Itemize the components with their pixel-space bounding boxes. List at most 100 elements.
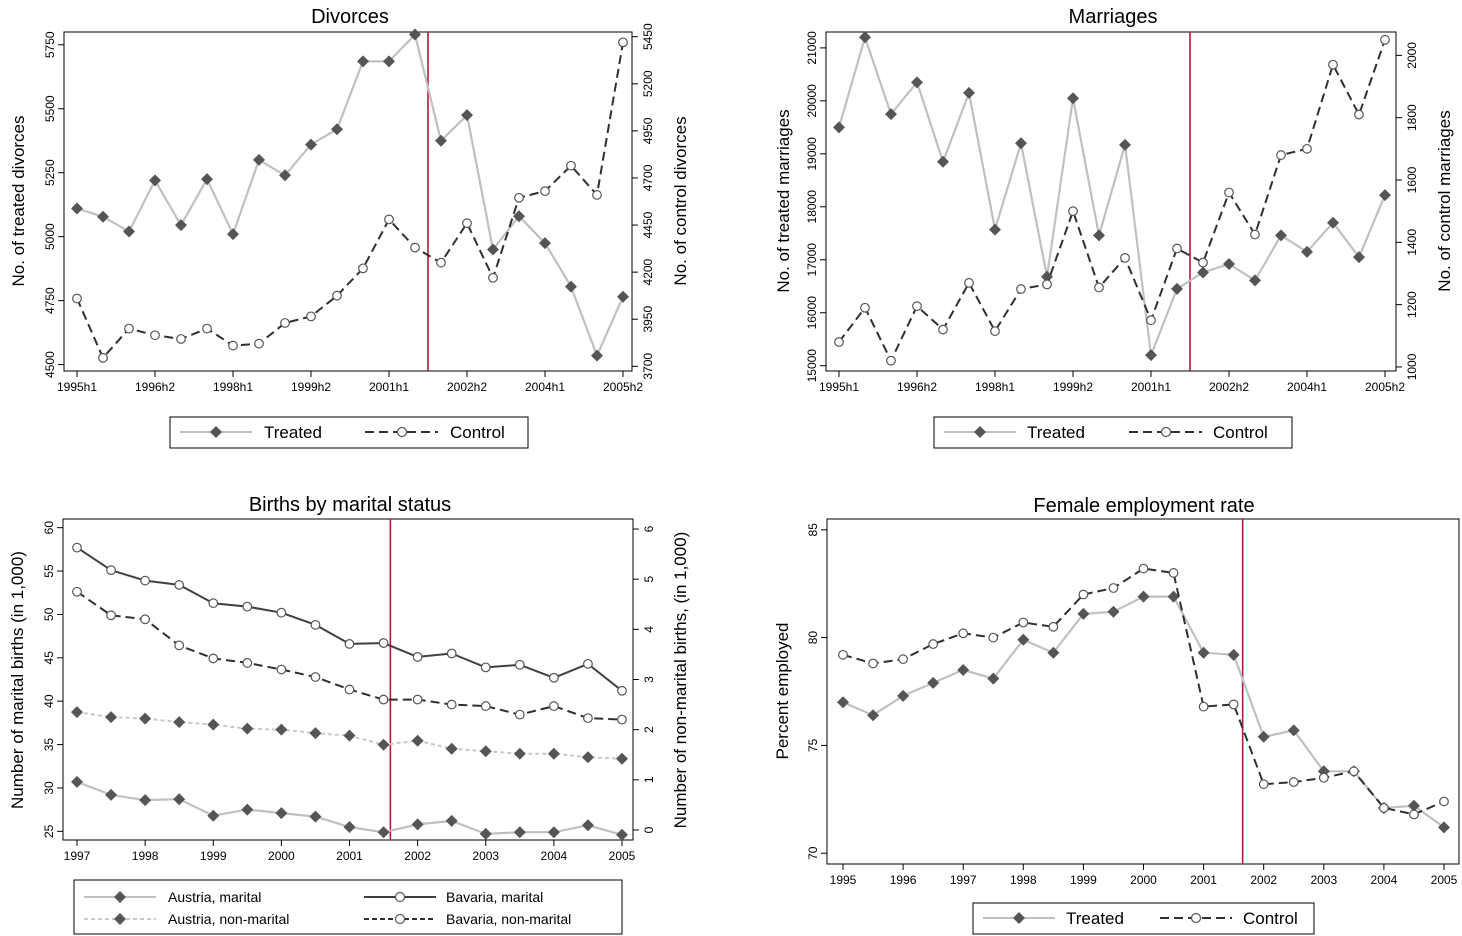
y2-tick-label: 6 xyxy=(642,525,656,532)
x-tick-label: 1998 xyxy=(132,849,159,863)
data-point xyxy=(279,169,291,182)
y-tick-label: 19000 xyxy=(805,137,819,171)
data-point xyxy=(833,121,845,134)
x-tick-label: 2000 xyxy=(1130,873,1157,887)
data-point xyxy=(207,718,220,731)
data-point xyxy=(1171,282,1183,295)
y-tick-label: 20000 xyxy=(805,84,819,118)
data-point xyxy=(617,290,629,303)
data-point xyxy=(1067,92,1079,105)
data-point xyxy=(514,659,525,670)
data-point xyxy=(479,827,492,840)
data-point xyxy=(1077,607,1090,620)
data-point xyxy=(1409,809,1419,820)
ylabel-births: Number of marital births (in 1,000) xyxy=(8,551,27,809)
data-point xyxy=(241,722,254,735)
data-point xyxy=(1017,633,1030,646)
x-tick-label: 2002 xyxy=(404,849,431,863)
data-point xyxy=(1223,258,1235,271)
data-point xyxy=(859,31,871,44)
data-point xyxy=(123,225,135,238)
x-tick-label: 2001 xyxy=(1190,873,1217,887)
data-point xyxy=(912,301,922,312)
plot-frame-divorces xyxy=(63,31,633,372)
data-point xyxy=(207,809,220,822)
data-point xyxy=(344,684,355,695)
legend-marriages: Treated Control xyxy=(933,416,1293,449)
x-tick-label: 1997 xyxy=(64,849,91,863)
y2-tick-label: 2 xyxy=(642,726,656,733)
legend-box-employment xyxy=(972,902,1315,935)
data-point xyxy=(937,155,949,168)
data-point xyxy=(1168,568,1179,578)
y-tick-label: 17000 xyxy=(805,243,819,277)
data-point xyxy=(1287,724,1300,737)
data-point xyxy=(173,716,186,729)
data-point xyxy=(1258,779,1269,790)
y-tick-label: 5750 xyxy=(43,31,57,58)
x-tick-label: 1998 xyxy=(1010,873,1037,887)
data-point xyxy=(618,37,628,48)
data-point xyxy=(1353,251,1365,264)
data-point xyxy=(1119,138,1131,151)
data-point xyxy=(1276,150,1286,160)
legend-label-treated: Treated xyxy=(1066,909,1124,928)
data-point xyxy=(868,658,878,669)
legend-box-divorces xyxy=(169,416,529,449)
legend-box-births xyxy=(73,879,623,935)
data-point xyxy=(139,794,152,807)
data-point xyxy=(124,323,134,334)
series-line xyxy=(76,33,625,357)
y-tick-label: 4750 xyxy=(43,287,57,314)
ylabel-marriages: No. of treated marriages xyxy=(774,109,793,292)
x-tick-label: 1998h1 xyxy=(213,380,253,394)
legend-label-austria-marital: Austria, marital xyxy=(168,889,261,905)
data-point xyxy=(1348,766,1359,777)
data-point xyxy=(964,277,974,288)
data-point xyxy=(174,640,185,651)
data-point xyxy=(71,775,83,788)
data-point xyxy=(384,214,394,225)
data-point xyxy=(616,828,628,841)
data-point xyxy=(1301,245,1313,258)
data-point xyxy=(1042,279,1052,290)
data-point xyxy=(592,190,602,200)
data-point xyxy=(309,727,322,740)
data-point xyxy=(583,658,593,669)
series-line xyxy=(838,39,1386,362)
data-point xyxy=(358,263,368,274)
data-point xyxy=(150,330,160,341)
data-point xyxy=(305,138,317,151)
data-point xyxy=(1250,229,1260,240)
data-point xyxy=(445,814,458,827)
data-point xyxy=(513,747,526,760)
data-point xyxy=(513,826,526,839)
plot-frame-births xyxy=(62,518,634,841)
ylabel-employment: Percent employed xyxy=(773,622,792,759)
data-point xyxy=(1249,274,1261,287)
data-point xyxy=(547,747,560,760)
legend-marker-circle xyxy=(394,913,406,925)
data-point xyxy=(1167,590,1180,603)
data-point xyxy=(174,580,185,590)
data-point xyxy=(462,218,472,229)
legend-marker-diamond xyxy=(114,891,126,903)
panel-births: Births by marital status 1997 1998 1999 200… xyxy=(8,494,690,935)
x-tick-label: 1995h1 xyxy=(57,380,97,394)
data-point xyxy=(1379,189,1391,202)
y2-tick-label: 1600 xyxy=(1405,166,1419,193)
data-point xyxy=(513,210,525,223)
data-point xyxy=(72,293,82,304)
data-point xyxy=(1078,589,1089,600)
data-point xyxy=(566,160,576,171)
data-point xyxy=(886,355,896,366)
legend-box-marriages xyxy=(933,416,1293,449)
x-tick-label: 1995h1 xyxy=(819,380,859,394)
data-point xyxy=(436,257,446,268)
y2-tick-label: 1 xyxy=(642,776,656,783)
x-tick-label: 2004h1 xyxy=(525,380,565,394)
x-tick-label: 1998h1 xyxy=(975,380,1015,394)
data-point xyxy=(1145,349,1157,362)
data-point xyxy=(228,340,238,351)
x-tick-label: 1996h2 xyxy=(135,380,175,394)
